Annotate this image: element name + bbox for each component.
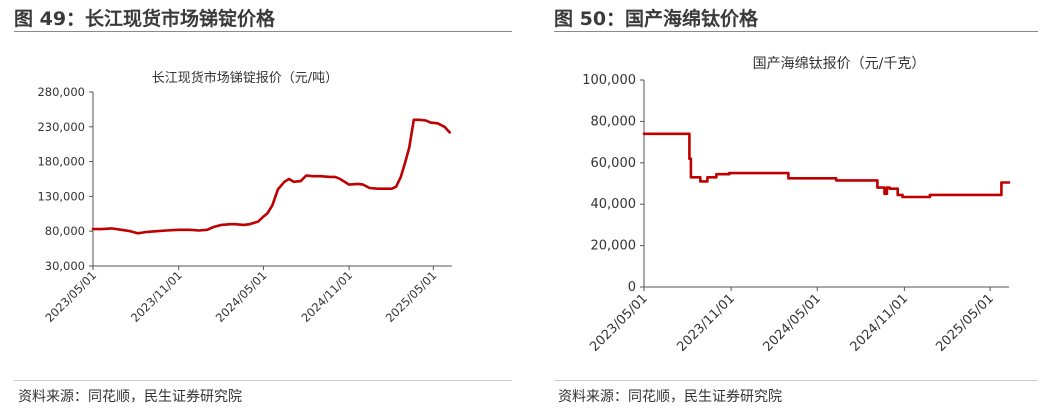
y-tick-label: 60,000: [591, 156, 637, 171]
series-line: [91, 118, 451, 235]
antimony-panel: 图 49：长江现货市场锑锭价格 长江现货市场锑锭报价（元/吨） 30,000 80,…: [0, 0, 520, 414]
x-tick-label: 2024/11/01: [848, 291, 912, 355]
y-tick-label: 40,000: [591, 197, 637, 212]
x-tick-label: 2025/05/01: [383, 268, 440, 325]
source-note: 资料来源：同花顺，民生证券研究院: [18, 389, 242, 405]
source-note: 资料来源：同花顺，民生证券研究院: [558, 389, 782, 405]
source-rule: [554, 380, 1038, 381]
y-tick-label: 30,000: [45, 259, 85, 273]
title-rule: [14, 31, 512, 32]
y-tick-label: 80,000: [591, 114, 637, 129]
x-tick-label: 2024/05/01: [213, 268, 270, 325]
y-tick-label: 20,000: [591, 239, 637, 254]
title-rule: [554, 31, 1038, 32]
y-tick-label: 100,000: [582, 73, 636, 88]
y-tick-label: 230,000: [37, 120, 85, 134]
x-tick-label: 2023/05/01: [42, 268, 99, 325]
x-tick-label: 2024/05/01: [761, 291, 825, 355]
x-tick-label: 2023/11/01: [128, 268, 185, 325]
source-rule: [14, 380, 512, 381]
titanium-sponge-panel: 图 50：国产海绵钛价格 国产海绵钛报价（元/千克） 0 20,000 40,000 6…: [536, 0, 1042, 414]
figure-title: 图 50：国产海绵钛价格: [554, 8, 759, 30]
y-tick-label: 280,000: [37, 85, 85, 99]
chart-title: 国产海绵钛报价（元/千克）: [753, 55, 926, 72]
y-tick-label: 0: [628, 280, 636, 295]
x-tick-label: 2023/11/01: [674, 291, 738, 355]
y-tick-label: 180,000: [37, 155, 85, 169]
figure-title: 图 49：长江现货市场锑锭价格: [14, 8, 276, 30]
x-tick-label: 2025/05/01: [933, 291, 997, 355]
series-line: [642, 132, 1011, 199]
x-tick-label: 2023/05/01: [587, 291, 651, 355]
chart-title: 长江现货市场锑锭报价（元/吨）: [152, 70, 338, 86]
y-tick-label: 130,000: [37, 189, 85, 203]
antimony-price-chart: 长江现货市场锑锭报价（元/吨） 30,000 80,000 130,000 180,00…: [37, 70, 452, 325]
titanium-sponge-price-chart: 国产海绵钛报价（元/千克） 0 20,000 40,000 60,000 80,000 10…: [582, 55, 1011, 355]
y-tick-label: 80,000: [45, 224, 85, 238]
x-tick-label: 2024/11/01: [298, 268, 355, 325]
